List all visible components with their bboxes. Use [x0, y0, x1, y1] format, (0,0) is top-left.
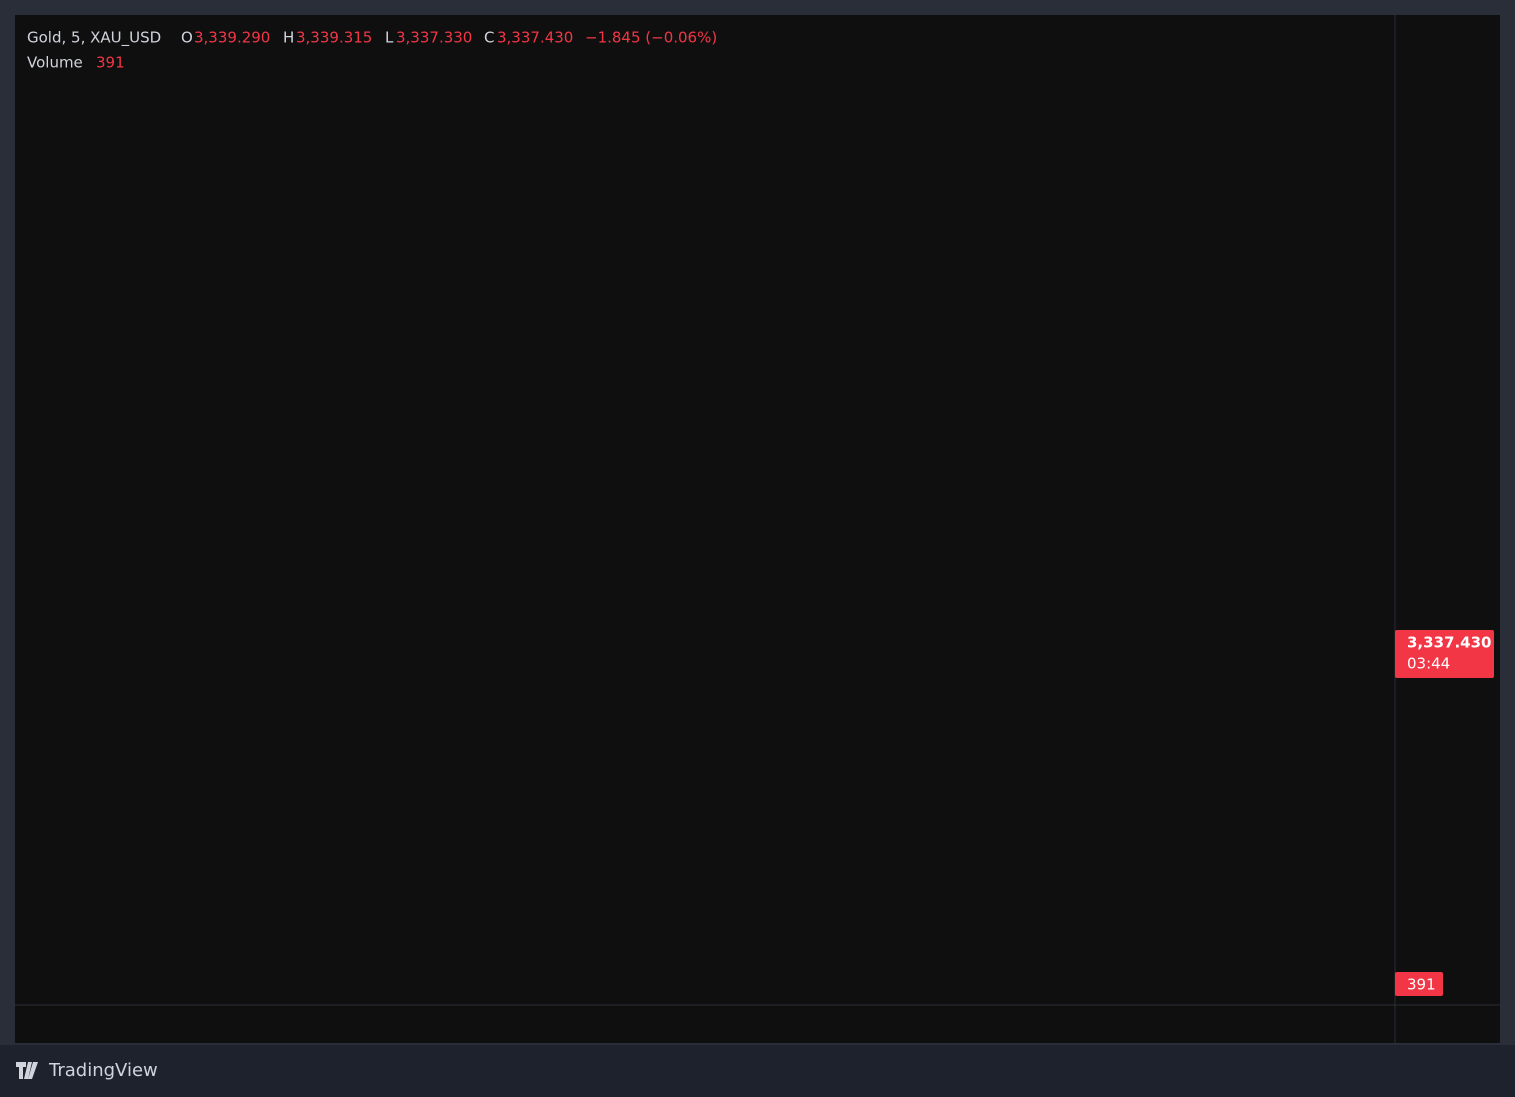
price-box-value: 3,337.430 [1407, 634, 1491, 652]
volume-box [1395, 972, 1443, 996]
open-key: O [181, 29, 193, 47]
volume-box-value: 391 [1407, 976, 1436, 994]
low-value: 3,337.330 [396, 29, 472, 47]
brand: TradingView [16, 1060, 158, 1081]
legend: Gold, 5, XAU_USD O 3,339.290 H 3,339.315… [27, 29, 717, 72]
volume-value: 391 [96, 54, 125, 72]
footer [0, 1045, 1515, 1097]
change: −1.845 (−0.06%) [585, 29, 717, 47]
high-key: H [283, 29, 294, 47]
price-label: 3,337.430 03:44 [1395, 630, 1494, 678]
brand-name: TradingView [48, 1060, 158, 1081]
volume-key: Volume [27, 54, 83, 72]
volume-label: 391 [1395, 972, 1443, 996]
low-key: L [385, 29, 394, 47]
high-value: 3,339.315 [296, 29, 372, 47]
close-key: C [484, 29, 494, 47]
logo [16, 1062, 38, 1079]
open-value: 3,339.290 [194, 29, 270, 47]
close-value: 3,337.430 [497, 29, 573, 47]
symbol: Gold, 5, XAU_USD [27, 29, 161, 48]
price-box [1395, 630, 1494, 678]
countdown: 03:44 [1407, 655, 1450, 673]
chart-pane [15, 15, 1500, 1043]
